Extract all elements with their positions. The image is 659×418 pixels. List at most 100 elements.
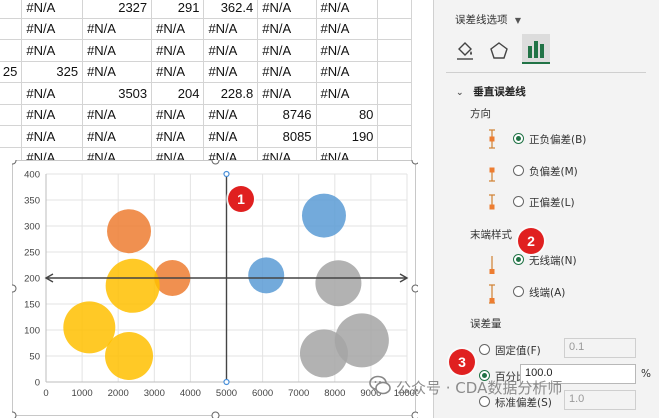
resize-handle[interactable] — [211, 411, 220, 418]
sheet-cell[interactable]: #N/A — [257, 82, 317, 105]
resize-handle[interactable] — [411, 284, 418, 293]
sheet-cell[interactable]: #N/A — [257, 39, 317, 62]
sheet-cell[interactable]: #N/A — [151, 103, 205, 126]
radio-both[interactable] — [513, 133, 524, 144]
sheet-cell[interactable]: 8085 — [257, 125, 317, 148]
sheet-cell[interactable]: #N/A — [315, 39, 379, 62]
sheet-row[interactable]: #N/A 3503 204 228.8 #N/A #N/A — [0, 82, 412, 105]
resize-handle[interactable] — [411, 411, 418, 418]
sheet-cell[interactable] — [0, 103, 23, 126]
sheet-row[interactable]: #N/A #N/A #N/A #N/A #N/A #N/A — [0, 39, 412, 62]
section-vertical-error-bar[interactable]: ⌄ 垂直误差线 — [456, 84, 526, 99]
sheet-cell[interactable]: #N/A — [82, 17, 153, 40]
sheet-cell[interactable]: #N/A — [203, 60, 259, 83]
sheet-cell[interactable] — [0, 82, 23, 105]
bubble-point[interactable] — [105, 258, 160, 313]
sheet-cell[interactable] — [0, 17, 23, 40]
bubble-point[interactable] — [105, 332, 154, 380]
resize-handle[interactable] — [12, 284, 17, 293]
sheet-cell[interactable]: #N/A — [21, 82, 84, 105]
bubble-point[interactable] — [107, 209, 152, 254]
sheet-cell[interactable] — [377, 103, 412, 126]
sheet-cell[interactable]: #N/A — [151, 60, 205, 83]
sheet-row[interactable]: 25 325 #N/A #N/A #N/A #N/A #N/A — [0, 60, 412, 83]
sheet-cell[interactable]: #N/A — [151, 17, 205, 40]
sheet-row[interactable]: #N/A #N/A #N/A #N/A 8746 80 — [0, 103, 412, 126]
sheet-cell[interactable] — [377, 0, 412, 19]
effects-icon[interactable] — [488, 40, 510, 62]
bubble-point[interactable] — [63, 301, 116, 354]
sheet-cell[interactable]: 325 — [21, 60, 84, 83]
fill-line-icon[interactable] — [454, 40, 476, 62]
sheet-cell[interactable] — [0, 125, 23, 148]
percentage-input[interactable]: 100.0 — [520, 364, 636, 384]
sheet-cell[interactable] — [377, 17, 412, 40]
sheet-cell[interactable]: #N/A — [315, 60, 379, 83]
radio-fixed-value[interactable] — [479, 344, 490, 355]
sheet-row[interactable]: #N/A #N/A #N/A #N/A 8085 190 — [0, 125, 412, 148]
sheet-cell[interactable] — [0, 39, 23, 62]
sheet-cell[interactable]: #N/A — [315, 0, 379, 19]
sheet-cell[interactable]: #N/A — [203, 103, 259, 126]
sheet-cell[interactable]: #N/A — [21, 17, 84, 40]
sheet-cell[interactable]: 228.8 — [203, 82, 259, 105]
sheet-row[interactable]: #N/A #N/A #N/A #N/A #N/A #N/A — [0, 17, 412, 40]
sheet-cell[interactable]: #N/A — [315, 17, 379, 40]
bubble-point[interactable] — [248, 257, 285, 294]
sheet-cell[interactable]: 204 — [151, 82, 205, 105]
radio-percentage[interactable] — [479, 370, 490, 381]
cap-icon — [489, 284, 495, 304]
radio-minus[interactable] — [513, 165, 524, 176]
std-dev-input[interactable]: 1.0 — [564, 390, 636, 410]
resize-handle[interactable] — [12, 160, 17, 165]
sheet-cell[interactable]: #N/A — [203, 39, 259, 62]
bubble-point[interactable] — [334, 313, 389, 368]
sheet-row[interactable]: #N/A 2327 291 362.4 #N/A #N/A — [0, 0, 412, 19]
sheet-cell[interactable]: #N/A — [151, 125, 205, 148]
sheet-cell[interactable]: #N/A — [257, 17, 317, 40]
fixed-value-input[interactable]: 0.1 — [564, 338, 636, 358]
sheet-cell[interactable]: #N/A — [82, 103, 153, 126]
radio-plus[interactable] — [513, 196, 524, 207]
data-table[interactable]: #N/A 2327 291 362.4 #N/A #N/A #N/A #N/A #N/A #N/A… — [0, 0, 412, 165]
sheet-cell[interactable]: #N/A — [82, 125, 153, 148]
spreadsheet-grid[interactable]: #N/A 2327 291 362.4 #N/A #N/A #N/A #N/A #N/A #N/A… — [0, 0, 418, 165]
resize-handle[interactable] — [12, 411, 17, 418]
sheet-cell[interactable]: #N/A — [151, 39, 205, 62]
sheet-cell[interactable]: 80 — [315, 103, 379, 126]
sheet-cell[interactable] — [377, 60, 412, 83]
radio-cap[interactable] — [513, 286, 524, 297]
sheet-cell[interactable]: 25 — [0, 60, 23, 83]
sheet-cell[interactable] — [377, 125, 412, 148]
pane-header[interactable]: 误差线选项 ▼ — [455, 12, 521, 27]
sheet-cell[interactable]: #N/A — [257, 0, 317, 19]
sheet-cell[interactable]: #N/A — [82, 60, 153, 83]
bubble-chart[interactable]: 0 1000 2000 3000 4000 5000 6000 7000 8000 9000 100… — [12, 160, 418, 418]
bubble-point[interactable] — [315, 260, 362, 307]
sheet-cell[interactable]: #N/A — [257, 60, 317, 83]
tab-error-bar-options[interactable] — [522, 34, 550, 64]
sheet-cell[interactable]: #N/A — [82, 39, 153, 62]
chart-canvas[interactable]: 0 1000 2000 3000 4000 5000 6000 7000 8000 9000 100… — [12, 160, 418, 418]
sheet-cell[interactable]: #N/A — [21, 103, 84, 126]
bubble-point[interactable] — [301, 193, 346, 238]
sheet-cell[interactable]: #N/A — [21, 0, 84, 19]
sheet-cell[interactable]: #N/A — [203, 125, 259, 148]
sheet-cell[interactable]: #N/A — [203, 17, 259, 40]
sheet-cell[interactable] — [377, 82, 412, 105]
sheet-cell[interactable]: #N/A — [21, 39, 84, 62]
sheet-cell[interactable] — [0, 0, 23, 19]
radio-no-cap[interactable] — [513, 254, 524, 265]
sheet-cell[interactable]: 190 — [315, 125, 379, 148]
sheet-cell[interactable]: #N/A — [21, 125, 84, 148]
resize-handle[interactable] — [211, 160, 220, 165]
sheet-cell[interactable]: #N/A — [315, 82, 379, 105]
resize-handle[interactable] — [411, 160, 418, 165]
radio-std-dev[interactable] — [479, 396, 490, 407]
sheet-cell[interactable]: 3503 — [82, 82, 153, 105]
sheet-cell[interactable]: 2327 — [82, 0, 153, 19]
sheet-cell[interactable]: 362.4 — [203, 0, 259, 19]
sheet-cell[interactable]: 8746 — [257, 103, 317, 126]
sheet-cell[interactable] — [377, 39, 412, 62]
sheet-cell[interactable]: 291 — [151, 0, 205, 19]
